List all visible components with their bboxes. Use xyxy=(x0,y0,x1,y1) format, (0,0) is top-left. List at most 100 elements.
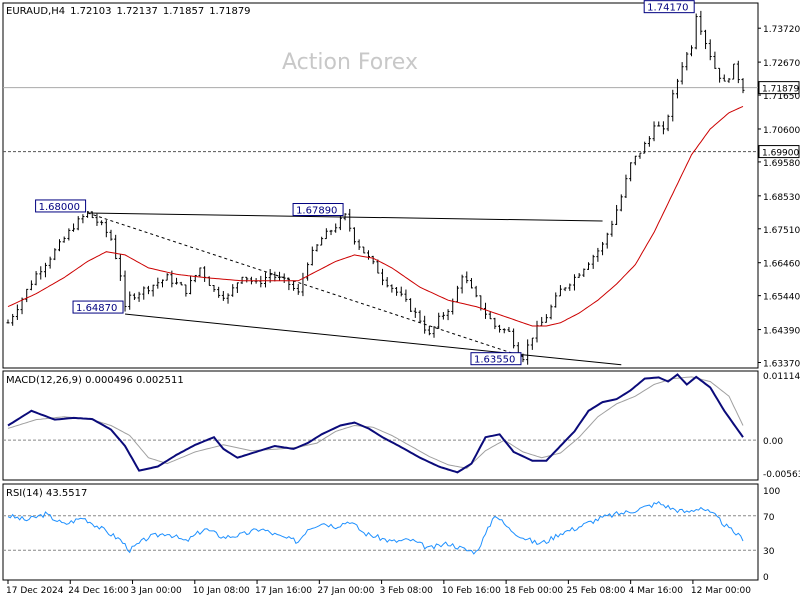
candle xyxy=(11,313,15,326)
candles xyxy=(6,10,745,365)
candle xyxy=(34,271,38,286)
candle xyxy=(67,228,71,241)
price-annotation: 1.67890 xyxy=(292,203,344,217)
candle xyxy=(666,114,670,132)
candle xyxy=(690,45,694,57)
rsi-line xyxy=(7,500,744,555)
candle xyxy=(86,211,90,218)
price-tag-box xyxy=(758,81,800,95)
candle xyxy=(132,293,136,300)
header-open: 1.72103 xyxy=(70,6,111,17)
annotation-label: 1.68000 xyxy=(39,202,80,213)
watermark-text: Action Forex xyxy=(282,50,418,75)
candle xyxy=(100,220,104,226)
moving-average-line xyxy=(7,105,744,327)
candle xyxy=(273,271,277,282)
candle xyxy=(418,310,422,324)
candle xyxy=(530,337,534,350)
candle xyxy=(699,10,703,35)
x-tick-label: 12 Mar 00:00 xyxy=(691,586,751,596)
candle xyxy=(231,284,235,297)
candle xyxy=(334,223,338,233)
candle xyxy=(577,273,581,278)
candle xyxy=(203,266,207,282)
macd-pane-frame xyxy=(2,370,759,481)
candle xyxy=(647,136,651,147)
candle xyxy=(15,304,19,320)
x-tick-label: 4 Mar 16:00 xyxy=(629,586,684,596)
x-tick-label: 17 Jan 16:00 xyxy=(255,586,312,596)
candle xyxy=(310,246,314,266)
candle xyxy=(282,273,286,283)
annotation-label: 1.74170 xyxy=(647,3,688,14)
candle xyxy=(413,307,417,318)
candle xyxy=(25,288,29,303)
candle xyxy=(29,280,33,291)
x-tick-label: 24 Dec 16:00 xyxy=(68,586,129,596)
candle xyxy=(245,276,249,283)
candle xyxy=(615,204,619,226)
candle xyxy=(53,248,57,261)
candle xyxy=(671,89,675,122)
candle xyxy=(123,270,127,312)
candle xyxy=(146,285,150,295)
candle xyxy=(610,220,614,237)
candle xyxy=(638,152,642,159)
candle xyxy=(736,60,740,84)
candle xyxy=(521,353,525,363)
candle xyxy=(437,312,441,329)
chart-header: EURAUD,H4 1.72103 1.72137 1.71857 1.71879 xyxy=(6,6,251,17)
y-tick-label: 1.67510 xyxy=(763,226,800,236)
candle xyxy=(455,285,459,303)
annotation-box xyxy=(470,352,522,366)
price-tag-box xyxy=(758,145,800,159)
annotation-box xyxy=(35,199,87,213)
candle xyxy=(72,223,76,232)
candle xyxy=(493,317,497,330)
candle xyxy=(348,208,352,232)
x-tick-label: 17 Dec 2024 xyxy=(6,586,64,596)
candle xyxy=(343,213,347,221)
candle xyxy=(563,287,567,292)
candle xyxy=(362,246,366,254)
y-tick-label: 1.65440 xyxy=(763,293,800,303)
annotation-box xyxy=(292,203,344,217)
candle xyxy=(675,78,679,99)
candle xyxy=(685,52,689,71)
y-tick-label: 1.68530 xyxy=(763,193,800,203)
candle xyxy=(633,155,637,166)
x-tick-label: 3 Feb 08:00 xyxy=(380,586,434,596)
macd-y-tick-label: 0.00 xyxy=(763,437,783,447)
candle xyxy=(535,320,539,343)
candle xyxy=(39,266,43,280)
candle xyxy=(488,311,492,320)
candle xyxy=(423,315,427,334)
annotation-label: 1.64870 xyxy=(76,303,117,314)
candle xyxy=(680,62,684,85)
price-annotation: 1.64870 xyxy=(72,300,124,314)
candle xyxy=(596,247,600,262)
candle xyxy=(90,211,94,219)
candle xyxy=(259,275,263,288)
candle xyxy=(507,326,511,332)
candle xyxy=(657,121,661,127)
candle xyxy=(629,162,633,182)
candle xyxy=(713,51,717,69)
candle xyxy=(109,229,113,241)
candle xyxy=(549,304,553,320)
candle xyxy=(6,319,10,324)
candle xyxy=(718,67,722,83)
candle xyxy=(114,234,118,260)
candle xyxy=(278,271,282,281)
macd-signal-line xyxy=(7,376,744,469)
candle xyxy=(624,174,628,199)
candle xyxy=(708,39,712,61)
x-tick-label: 10 Jan 08:00 xyxy=(193,586,250,596)
y-tick-label: 1.73720 xyxy=(763,25,800,35)
candle xyxy=(128,291,132,310)
candle xyxy=(320,236,324,246)
candle xyxy=(502,328,506,334)
candle xyxy=(160,279,164,288)
candle xyxy=(306,262,310,281)
